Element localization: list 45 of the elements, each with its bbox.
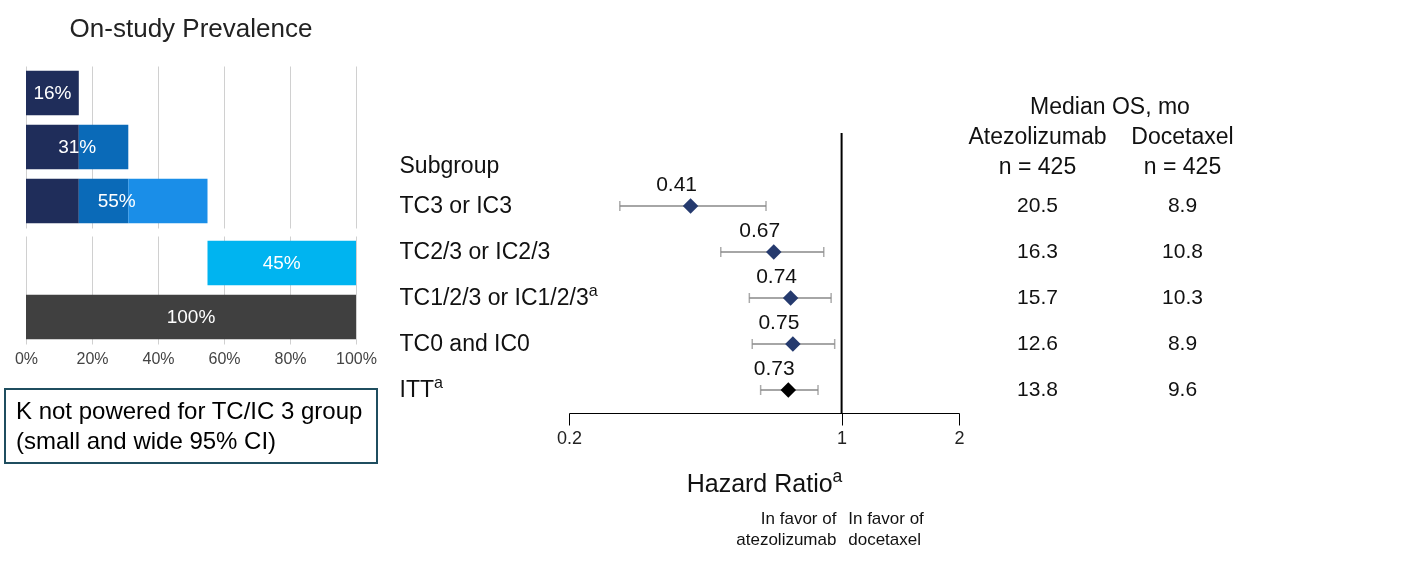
x-tick-label: 40% <box>142 349 175 367</box>
x-tick-label: 100% <box>336 349 377 367</box>
data-label: 0.74 <box>756 264 798 287</box>
data-label: 0.41 <box>656 172 698 195</box>
x-tick-label: 60% <box>208 349 241 367</box>
text: In favor of docetaxel <box>848 509 925 549</box>
text: n = 425 <box>998 153 1077 179</box>
y-tick-label: TC1/2/3 or IC1/2/3$^{a}$ <box>399 281 598 310</box>
text: 10.8 <box>1162 239 1203 262</box>
text: 8.9 <box>1167 331 1198 354</box>
data-label: 0.67 <box>739 218 781 241</box>
total-label: 16% <box>33 82 72 103</box>
text: n = 425 <box>1143 153 1222 179</box>
y-tick-label: ITT$^{a}$ <box>399 373 443 402</box>
text: 10.3 <box>1162 285 1203 308</box>
text: In favor of atezolizumab <box>736 509 837 549</box>
text: Docetaxel <box>1131 123 1234 149</box>
text: 16.3 <box>1017 239 1058 262</box>
text: 12.6 <box>1017 331 1058 354</box>
y-tick-label: TC2/3 or IC2/3 <box>399 238 551 264</box>
x-tick-label: 0% <box>14 349 39 367</box>
y-tick-label: TC3 or IC3 <box>399 192 512 218</box>
text: 15.7 <box>1017 285 1058 308</box>
text: K not powered for TC/IC 3 group (small and wide 95% CI) <box>4 388 378 464</box>
y-axis-title: Subgroup <box>399 151 500 178</box>
x-axis-title: Hazard Ratio$^{a}$ <box>686 465 843 497</box>
data-label: 0.75 <box>758 310 800 333</box>
data-label: 100% <box>166 306 216 327</box>
x-tick-label: 1 <box>837 427 848 448</box>
x-tick-label: 2 <box>954 427 965 448</box>
total-label: 55% <box>97 190 136 211</box>
text: Atezolizumab <box>968 123 1107 149</box>
text: 13.8 <box>1017 377 1058 400</box>
data-label: 0.73 <box>753 356 795 379</box>
data-label: 45% <box>262 252 301 273</box>
y-tick-label: TC0 and IC0 <box>399 330 530 356</box>
x-tick-label: 80% <box>274 349 307 367</box>
text: 8.9 <box>1167 193 1198 216</box>
text: Median OS, mo <box>1030 93 1190 119</box>
x-tick-label: 0.2 <box>556 427 583 448</box>
text: 20.5 <box>1017 193 1058 216</box>
chart-title: On-study Prevalence <box>69 13 313 43</box>
text: 9.6 <box>1167 377 1198 400</box>
total-label: 31% <box>58 136 97 157</box>
x-tick-label: 20% <box>76 349 109 367</box>
